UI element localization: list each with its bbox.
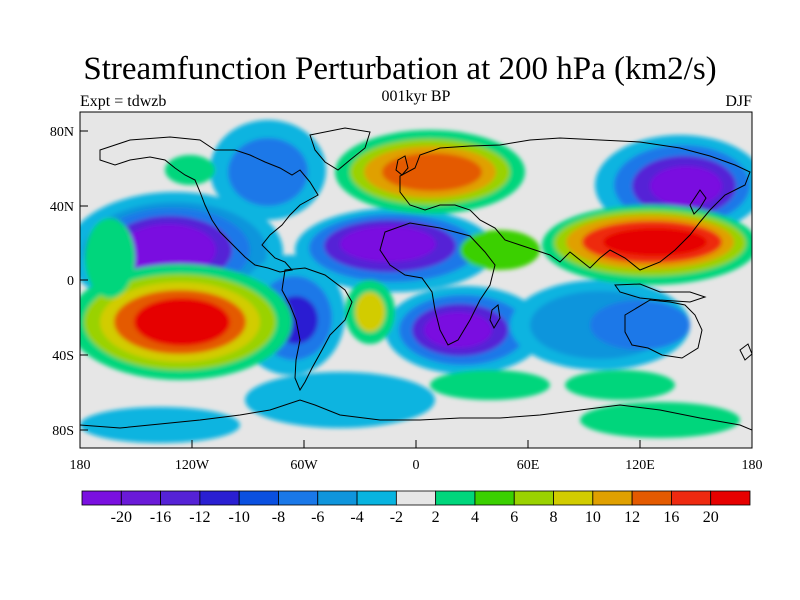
colorbar-swatch: [592, 490, 633, 506]
lon-tick-label: 180: [70, 458, 91, 473]
colorbar-label: 16: [663, 509, 679, 526]
coastline-eurasia: [399, 137, 751, 271]
colorbar-swatch: [513, 490, 554, 506]
contour-area: [650, 166, 722, 206]
colorbar-swatch: [238, 490, 279, 506]
colorbar-label: -4: [350, 509, 363, 526]
colorbar-label: 2: [432, 509, 440, 526]
contour-area: [120, 224, 216, 276]
coastline-indonesia: [614, 283, 707, 303]
colorbar-label: 6: [510, 509, 518, 526]
lon-tick-label: 60E: [517, 458, 540, 473]
coastline-australia: [624, 299, 703, 359]
contour-area: [80, 407, 240, 443]
coastline-greenland: [309, 127, 371, 171]
colorbar-label: 20: [703, 509, 719, 526]
coastline-new-zealand: [739, 343, 752, 361]
lon-tick-label: 0: [413, 458, 420, 473]
contour-area: [340, 226, 436, 262]
coastline-britain: [395, 155, 409, 176]
colorbar-label: -10: [229, 509, 250, 526]
colorbar: -20 -16 -12 -10 -8 -6 -4 -2 2 4 6 8 10 12 16 20: [81, 490, 751, 526]
contour-area: [424, 312, 492, 348]
left-string: Expt = tdwzb: [80, 93, 167, 110]
contour-fill: [80, 120, 752, 443]
colorbar-swatch: [710, 490, 751, 506]
lat-tick-label: 0: [67, 274, 74, 289]
coastline-south-america: [281, 267, 353, 392]
coastline-antarctica: [80, 399, 752, 431]
colorbar-label: 10: [585, 509, 601, 526]
colorbar-swatch: [160, 490, 201, 506]
contour-area: [580, 402, 740, 438]
colorbar-swatch: [81, 490, 122, 506]
contour-area: [430, 370, 550, 400]
coastline-africa: [379, 222, 496, 346]
colorbar-label: 4: [471, 509, 479, 526]
colorbar-label: -6: [311, 509, 324, 526]
colorbar-swatch: [631, 490, 672, 506]
lat-ticks: [80, 130, 88, 431]
contour-area: [134, 298, 230, 346]
contour-area: [565, 370, 675, 400]
plot-title: Streamfunction Perturbation at 200 hPa (…: [83, 51, 717, 87]
colorbar-swatch: [474, 490, 515, 506]
contour-area: [165, 155, 215, 185]
colorbar-swatch: [671, 490, 712, 506]
longitude-axis: 180 120W 60W 0 60E 120E 180: [70, 440, 763, 473]
latitude-axis: 80N 40N 0 40S 80S: [50, 125, 88, 439]
colorbar-swatch: [435, 490, 476, 506]
coastlines: [80, 127, 752, 431]
lon-ticks: [79, 440, 753, 448]
contour-area: [228, 138, 308, 206]
lon-tick-label: 120W: [175, 458, 210, 473]
lat-tick-label: 80N: [50, 125, 74, 140]
contour-area: [85, 218, 135, 298]
coastline-japan: [689, 189, 707, 215]
coastline-madagascar: [489, 304, 501, 330]
contour-area: [245, 372, 435, 428]
colorbar-swatch: [317, 490, 358, 506]
lat-tick-label: 40N: [50, 200, 74, 215]
colorbar-label: -8: [272, 509, 285, 526]
contour-area: [460, 230, 540, 270]
contour-area: [382, 153, 482, 191]
colorbar-swatch: [199, 490, 240, 506]
lon-tick-label: 60W: [290, 458, 318, 473]
contour-area: [355, 292, 385, 332]
map-plot-area: [79, 111, 753, 449]
colorbar-label: -20: [111, 509, 132, 526]
contour-area: [603, 228, 707, 256]
colorbar-label: 12: [624, 509, 640, 526]
colorbar-label: -16: [150, 509, 171, 526]
colorbar-label: -12: [189, 509, 210, 526]
lon-tick-label: 120E: [625, 458, 655, 473]
colorbar-label: 8: [550, 509, 558, 526]
colorbar-label: -2: [390, 509, 403, 526]
colorbar-swatch: [395, 490, 437, 506]
colorbar-swatch: [356, 490, 397, 506]
contour-area: [590, 300, 690, 350]
colorbar-swatch: [278, 490, 319, 506]
lat-tick-label: 80S: [52, 424, 74, 439]
coastline-north-america: [99, 136, 319, 273]
right-string: DJF: [725, 93, 752, 110]
colorbar-swatch: [553, 490, 594, 506]
lat-tick-label: 40S: [52, 349, 74, 364]
lon-tick-label: 180: [742, 458, 763, 473]
colorbar-swatch: [120, 490, 161, 506]
center-string: 001kyr BP: [381, 88, 451, 105]
